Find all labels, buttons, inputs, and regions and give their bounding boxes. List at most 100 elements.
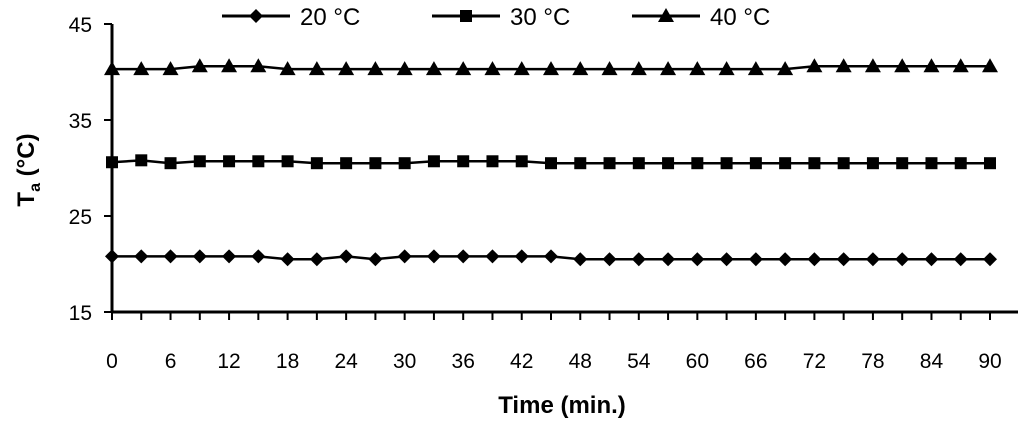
legend: 20 °C 30 °C 40 °C <box>222 4 770 31</box>
data-point-marker <box>574 157 587 170</box>
data-point-marker <box>806 58 823 73</box>
data-point-marker <box>632 157 645 170</box>
data-point-marker <box>662 157 675 170</box>
data-point-marker <box>866 157 879 170</box>
data-point-marker <box>719 252 734 267</box>
x-ticks: 0 6 12 18 24 30 36 42 48 54 60 66 72 78 84 90 <box>106 312 1002 373</box>
data-point-marker <box>425 61 442 76</box>
data-point-marker <box>369 157 382 170</box>
x-tick-label: 36 <box>452 350 475 373</box>
data-point-marker <box>309 252 324 267</box>
x-tick-label: 72 <box>803 350 826 373</box>
y-tick-label: 15 <box>69 302 92 325</box>
data-point-marker <box>984 157 996 170</box>
legend-label: 30 °C <box>510 4 570 31</box>
data-point-marker <box>690 252 705 267</box>
data-point-marker <box>923 58 940 73</box>
x-axis-title: Time (min.) <box>498 392 626 419</box>
data-point-marker <box>368 252 383 267</box>
y-tick-label: 45 <box>69 14 92 37</box>
data-point-marker <box>221 58 238 73</box>
data-point-marker <box>601 61 618 76</box>
data-point-marker <box>925 157 938 170</box>
data-point-marker <box>982 58 998 73</box>
data-point-marker <box>486 155 499 168</box>
x-tick-label: 84 <box>920 350 944 373</box>
data-point-marker <box>630 61 647 76</box>
data-point-marker <box>983 252 997 267</box>
data-point-marker <box>631 252 646 267</box>
legend-label: 20 °C <box>300 4 360 31</box>
x-tick-label: 0 <box>106 350 118 373</box>
data-point-marker <box>281 155 294 168</box>
data-point-marker <box>457 155 470 168</box>
y-tick-label: 35 <box>69 110 92 133</box>
data-point-marker <box>310 157 323 170</box>
data-point-marker <box>193 155 206 168</box>
data-point-marker <box>280 252 295 267</box>
data-point-marker <box>952 58 969 73</box>
data-point-marker <box>106 156 118 169</box>
data-point-marker <box>397 249 412 264</box>
data-point-marker <box>894 58 911 73</box>
data-point-marker <box>135 154 148 167</box>
data-point-marker <box>250 58 267 73</box>
data-point-marker <box>718 61 735 76</box>
data-point-marker <box>544 249 558 264</box>
data-point-marker <box>514 249 529 264</box>
x-tick-label: 90 <box>978 350 1001 373</box>
data-point-marker <box>691 157 704 170</box>
data-point-marker <box>426 249 441 264</box>
data-point-marker <box>252 155 265 168</box>
data-point-marker <box>279 61 296 76</box>
data-point-marker <box>864 58 881 73</box>
data-point-marker <box>835 58 852 73</box>
data-point-marker <box>456 249 471 264</box>
data-point-marker <box>191 58 208 73</box>
data-point-marker <box>455 61 472 76</box>
y-ticks: 15 25 35 45 <box>69 14 112 325</box>
data-point-marker <box>720 157 733 170</box>
x-tick-label: 54 <box>627 350 651 373</box>
data-point-marker <box>104 61 120 76</box>
data-point-marker <box>162 61 179 76</box>
data-point-marker <box>603 157 616 170</box>
data-point-marker <box>543 61 559 76</box>
x-tick-label: 78 <box>861 350 884 373</box>
legend-label: 40 °C <box>710 4 770 31</box>
data-point-marker <box>251 249 266 264</box>
data-point-marker <box>164 157 177 170</box>
legend-marker <box>249 9 263 23</box>
data-point-marker <box>779 157 792 170</box>
data-point-marker <box>954 157 967 170</box>
data-point-marker <box>105 249 119 264</box>
x-tick-label: 6 <box>165 350 177 373</box>
data-point-marker <box>865 252 880 267</box>
data-point-marker <box>484 61 501 76</box>
data-point-marker <box>896 157 909 170</box>
x-tick-label: 48 <box>569 350 592 373</box>
y-axis-title: Ta (°C) <box>13 133 44 206</box>
series-markers <box>104 58 998 267</box>
data-point-marker <box>953 252 968 267</box>
data-point-marker <box>924 252 939 267</box>
data-point-marker <box>836 252 851 267</box>
data-point-marker <box>133 61 150 76</box>
data-point-marker <box>339 249 354 264</box>
data-point-marker <box>572 61 589 76</box>
data-point-marker <box>308 61 325 76</box>
legend-marker <box>460 10 472 22</box>
y-axis-title-sub: a <box>27 183 44 192</box>
data-point-marker <box>163 249 178 264</box>
y-axis-title-main: T <box>13 192 40 207</box>
data-point-marker <box>573 252 588 267</box>
data-point-marker <box>223 155 236 168</box>
data-point-marker <box>837 157 850 170</box>
x-tick-label: 60 <box>686 350 709 373</box>
data-point-marker <box>222 249 237 264</box>
data-point-marker <box>689 61 706 76</box>
x-tick-label: 30 <box>393 350 416 373</box>
data-point-marker <box>749 157 762 170</box>
data-point-marker <box>515 155 528 168</box>
